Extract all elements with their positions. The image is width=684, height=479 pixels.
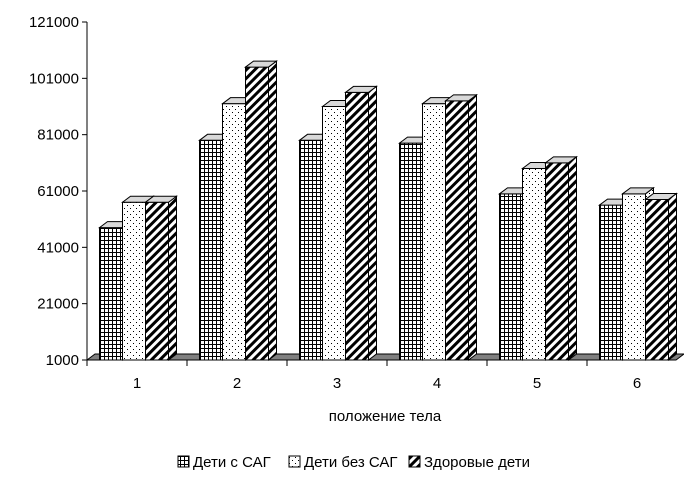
x-axis-title: положение тела [329, 408, 442, 425]
x-ticks: 1 2 3 4 5 6 [86, 360, 641, 392]
legend-item: Дети с САГ [177, 454, 271, 471]
x-tick-label: 5 [533, 375, 541, 392]
legend-item: Дети без САГ [288, 454, 398, 471]
legend-swatch [177, 455, 190, 468]
legend-label: Дети с САГ [193, 454, 271, 471]
bar [444, 93, 478, 361]
x-tick-label: 1 [133, 375, 141, 392]
legend-swatch [288, 455, 301, 468]
chart-floor [85, 353, 684, 361]
bars [98, 60, 678, 361]
bar [244, 60, 278, 361]
bar [344, 85, 378, 361]
x-tick-label: 6 [633, 375, 641, 392]
y-tick-label: 21000 [37, 296, 79, 313]
floor-plane [85, 353, 684, 361]
x-tick-label: 3 [333, 375, 341, 392]
legend-label: Здоровые дети [424, 454, 530, 471]
y-tick-label: 1000 [46, 352, 79, 369]
y-ticks: 1000 21000 41000 61000 81000 101000 121000 [29, 14, 87, 369]
y-tick-label: 41000 [37, 239, 79, 256]
legend-label: Дети без САГ [304, 454, 398, 471]
bar [144, 195, 178, 361]
y-tick-label: 61000 [37, 183, 79, 200]
y-tick-label: 121000 [29, 14, 79, 31]
legend-item: Здоровые дети [408, 454, 530, 471]
bar [544, 155, 578, 361]
x-tick-label: 4 [433, 375, 441, 392]
x-tick-label: 2 [233, 375, 241, 392]
y-tick-label: 81000 [37, 127, 79, 144]
legend: Дети с САГ Дети без САГ Здоровые дети [177, 454, 530, 471]
y-tick-label: 101000 [29, 70, 79, 87]
legend-swatch [408, 455, 421, 468]
bar [644, 192, 678, 361]
